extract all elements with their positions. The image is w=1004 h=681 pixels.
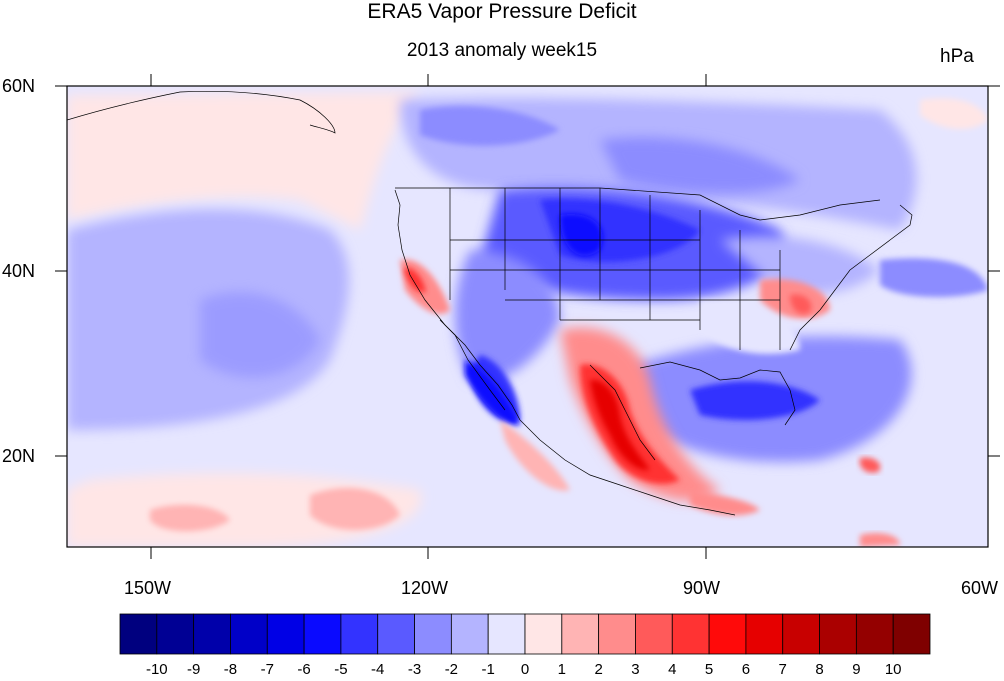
pacific-positive-anomaly — [67, 92, 420, 230]
colorbar-swatch — [745, 613, 784, 655]
colorbar-swatch — [782, 613, 820, 655]
colorbar-tick-label: 2 — [594, 661, 603, 678]
lat-label-60n: 60N — [2, 76, 36, 96]
map-frame — [66, 85, 989, 548]
colorbar-tick-label: 3 — [631, 661, 640, 678]
coastlines — [67, 90, 913, 516]
colorbar-tick-label: 0 — [520, 661, 530, 678]
lon-label-90w: 90W — [683, 578, 721, 598]
units-label: hPa — [940, 46, 974, 67]
colorbar-tick-label: 4 — [668, 661, 677, 678]
colorbar-tick-label: -8 — [223, 661, 238, 678]
colorbar-tick-label: 10 — [884, 661, 902, 678]
colorbar-tick-label: -9 — [186, 661, 201, 678]
colorbar-tick-label: 1 — [557, 661, 566, 678]
colorbar-swatch — [598, 613, 636, 655]
colorbar-swatch — [561, 613, 600, 655]
colorbar — [119, 613, 931, 655]
colorbar-swatch — [266, 613, 305, 655]
map-subtitle: 2013 anomaly week15 — [406, 40, 598, 61]
map-fill — [67, 86, 988, 547]
lon-label-150w: 150W — [124, 578, 172, 598]
colorbar-tick-label: -1 — [481, 661, 495, 678]
colorbar-swatch — [193, 613, 231, 655]
colorbar-tick-label: -10 — [145, 661, 168, 678]
colorbar-swatch — [708, 613, 747, 655]
colorbar-tick-label: 5 — [704, 661, 714, 678]
west-negative — [455, 250, 560, 382]
colorbar-tick-label: -2 — [444, 661, 459, 678]
colorbar-tick-label: 7 — [778, 661, 787, 678]
map-title: ERA5 Vapor Pressure Deficit — [367, 0, 637, 23]
lon-label-120w: 120W — [401, 578, 449, 598]
colorbar-swatch — [671, 613, 710, 655]
colorbar-tick-label: 8 — [815, 661, 824, 678]
colorbar-swatch — [340, 613, 379, 655]
colorbar-swatch — [635, 613, 673, 655]
colorbar-swatch — [119, 613, 158, 655]
colorbar-tick-label: -5 — [334, 661, 348, 678]
south-pacific-positive-core — [310, 487, 400, 530]
lat-label-40n: 40N — [2, 261, 36, 281]
lon-label-60w: 60W — [961, 578, 999, 598]
colorbar-swatch — [377, 613, 415, 655]
colorbar-swatch — [230, 613, 268, 655]
colorbar-swatch — [303, 613, 342, 655]
lat-label-20n: 20N — [2, 446, 36, 466]
colorbar-swatch — [855, 613, 894, 655]
axis-ticks — [55, 74, 1000, 559]
colorbar-tick-label: -4 — [371, 661, 385, 678]
colorbar-tick-label: 6 — [741, 661, 751, 678]
colorbar-tick-label: -3 — [407, 661, 422, 678]
pacific-negative-core — [200, 292, 320, 378]
colorbar-swatch — [524, 613, 563, 655]
colorbar-swatch — [450, 613, 489, 655]
baja-negative — [465, 360, 520, 426]
colorbar-swatch — [414, 613, 452, 655]
colorbar-swatch — [487, 613, 526, 655]
colorbar-tick-label: -6 — [297, 661, 311, 678]
colorbar-swatch — [892, 613, 931, 655]
colorbar-swatch — [156, 613, 195, 655]
colorbar-tick-label: -7 — [260, 661, 274, 678]
colorbar-tick-label: 9 — [852, 661, 861, 678]
colorbar-swatch — [819, 613, 857, 655]
